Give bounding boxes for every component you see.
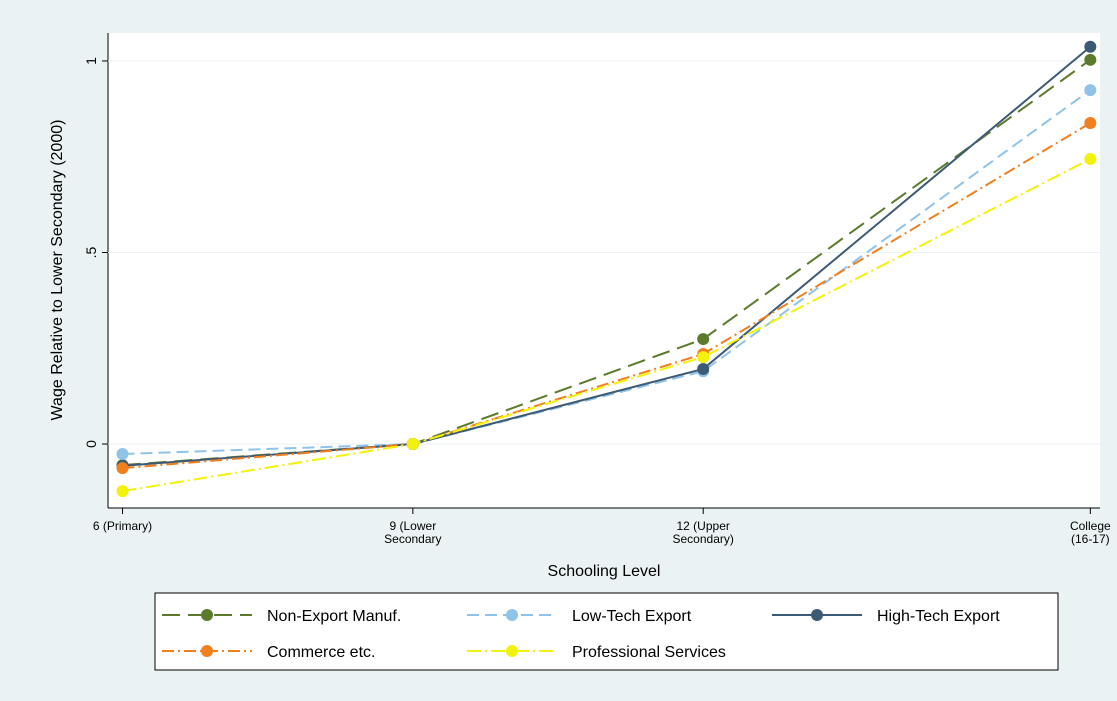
series-line [122,158,1091,493]
point [1084,84,1097,97]
y-tick-label: 1 [83,57,99,65]
point [116,485,129,498]
legend-marker [506,609,518,621]
y-tick-label: 0 [83,440,99,448]
point [697,362,710,375]
plot-area [108,33,1100,508]
legend-label: Commerce etc. [267,644,375,661]
point [116,447,129,460]
point [1084,53,1097,66]
x-axis-title: Schooling Level [548,563,661,580]
series-line [122,122,1091,470]
series-line [122,89,1091,455]
point [1084,40,1097,53]
y-axis-title: Wage Relative to Lower Secondary (2000) [49,120,66,421]
y-tick-label: .5 [83,246,99,258]
point [697,333,710,346]
legend-label: Low-Tech Export [572,608,692,625]
point [697,351,710,364]
legend-marker [506,645,518,657]
legend-label: High-Tech Export [877,608,1000,625]
point [116,462,129,475]
legend-marker [811,609,823,621]
point [1084,117,1097,130]
legend-label: Non-Export Manuf. [267,608,401,625]
x-tick-label: 6 (Primary) [93,519,152,533]
x-tick-label: College (16-17) [1070,519,1111,546]
legend-label: Professional Services [572,644,726,661]
series-line [122,46,1091,467]
x-tick-label: 12 (Upper Secondary) [673,519,734,546]
point [1084,153,1097,166]
legend-marker [201,609,213,621]
x-tick-label: 9 (Lower Secondary [384,519,441,546]
point [406,438,419,451]
legend-marker [201,645,213,657]
legend-box [154,592,1059,671]
